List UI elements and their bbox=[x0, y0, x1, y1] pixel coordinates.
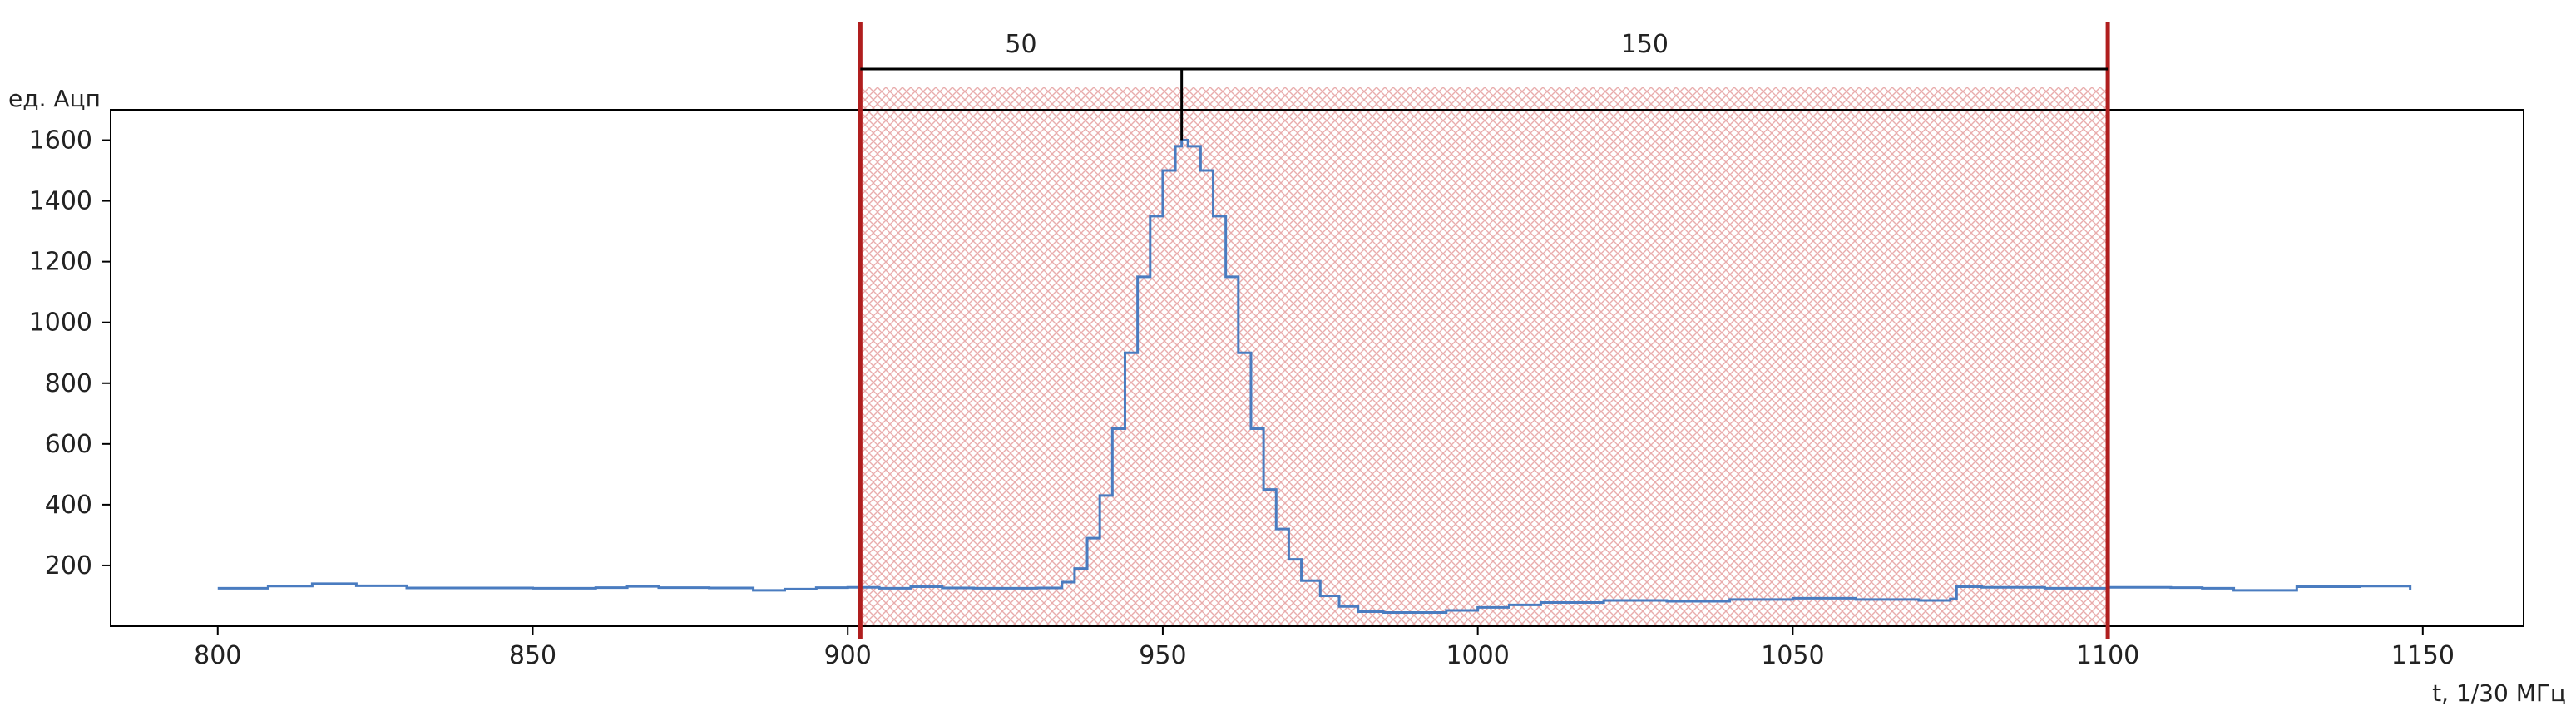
x-tick-label: 1100 bbox=[2076, 641, 2139, 670]
x-tick-label: 900 bbox=[824, 641, 872, 670]
shaded-region bbox=[860, 87, 2109, 626]
y-tick-label: 400 bbox=[45, 491, 92, 520]
bracket-label: 150 bbox=[1621, 30, 1669, 59]
x-tick-label: 1050 bbox=[1761, 641, 1824, 670]
series-line bbox=[217, 139, 2412, 615]
plot-frame bbox=[110, 109, 2524, 627]
x-axis: 800 850 900 950 1000 1050 1100 1150 bbox=[194, 626, 2455, 670]
y-tick-label: 600 bbox=[45, 430, 92, 459]
bracket-label: 50 bbox=[1005, 30, 1036, 59]
y-tick-label: 1000 bbox=[29, 309, 92, 338]
brackets: 50 150 bbox=[860, 30, 2109, 141]
y-axis-label: ед. Ацп bbox=[8, 85, 101, 112]
x-tick-label: 1000 bbox=[1446, 641, 1509, 670]
y-tick-label: 1400 bbox=[29, 187, 92, 216]
y-tick-label: 200 bbox=[45, 551, 92, 580]
y-tick-label: 1600 bbox=[29, 126, 92, 156]
y-tick-label: 1200 bbox=[29, 248, 92, 277]
x-tick-label: 800 bbox=[194, 641, 241, 670]
y-axis: 200 400 600 800 1000 1200 1400 1600 bbox=[29, 126, 111, 580]
x-tick-label: 850 bbox=[509, 641, 556, 670]
x-axis-label: t, 1/30 МГц bbox=[2432, 679, 2566, 707]
x-tick-label: 1150 bbox=[2391, 641, 2455, 670]
y-tick-label: 800 bbox=[45, 369, 92, 398]
x-tick-label: 950 bbox=[1139, 641, 1186, 670]
